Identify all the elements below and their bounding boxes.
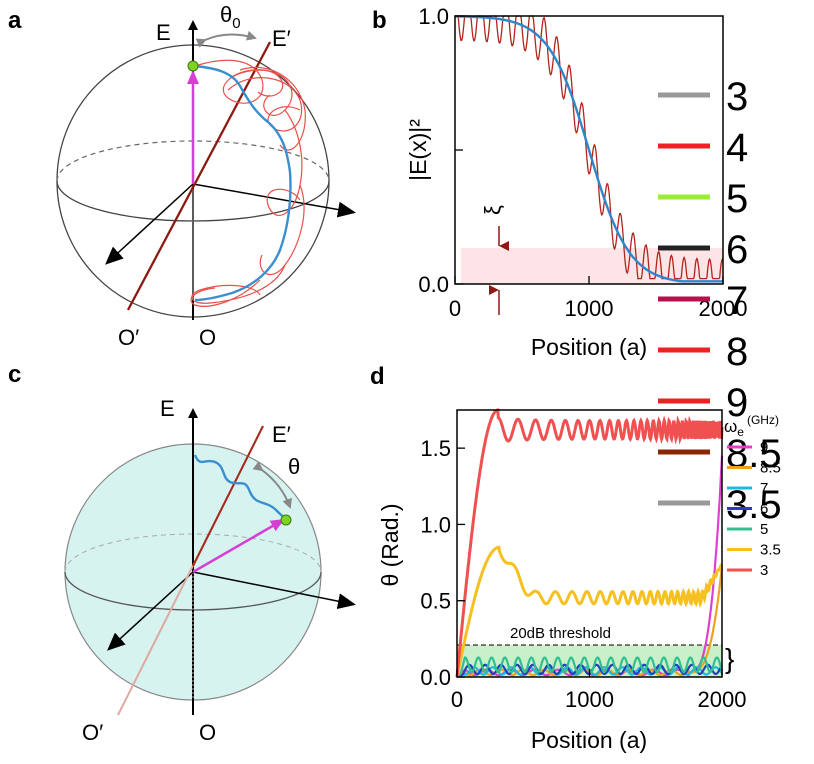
b-legend-label: 8: [726, 330, 748, 374]
b-ytick-label: 0.0: [418, 272, 449, 297]
d-legend-label: 3.5: [760, 542, 781, 559]
O-prime-label-c: O′: [82, 720, 103, 745]
panel-b-label: b: [372, 7, 387, 34]
panel-b-legend: 3 4 5 6 7 8 9 8.5 3.5: [658, 75, 782, 527]
panel-d-ticks: 0 1000 2000 0.0 0.5 1.0 1.5: [420, 436, 746, 712]
d-brace: }: [725, 643, 734, 674]
d-ytick-label: 1.5: [420, 436, 451, 461]
magnetization-vector-c: [192, 518, 285, 574]
b-legend-label: 3.5: [726, 483, 782, 527]
O-label-a: O: [199, 325, 216, 350]
b-ytick-label: 1.0: [418, 4, 449, 29]
b-ylabel: |E(x)|²: [405, 119, 431, 181]
b-series-blue: [454, 15, 723, 283]
panel-d-label: d: [370, 363, 385, 390]
axis-y-c: [107, 571, 194, 651]
b-xlabel: Position (a): [531, 334, 647, 360]
threshold-label-d: 20dB threshold: [510, 625, 611, 642]
b-xtick-label: 0: [449, 296, 461, 321]
b-legend-label: 9: [726, 381, 748, 425]
theta0-arc: [195, 30, 257, 48]
d-legend-label: 8.5: [760, 460, 781, 477]
sphere-c-equator-back: [64, 533, 322, 573]
axis-y-a: [105, 183, 194, 265]
blue-trajectory-a: [194, 64, 292, 302]
d-xtick-label: 1000: [565, 687, 614, 712]
theta0-label: θ0: [220, 2, 241, 32]
d-ytick-label: 0.5: [420, 589, 451, 614]
b-xtick-label: 1000: [565, 296, 614, 321]
b-legend-label: 7: [726, 279, 748, 323]
d-series-3-5: [455, 545, 724, 678]
d-series-3: [455, 408, 724, 678]
theta-label-c: θ: [288, 454, 300, 479]
panel-a-label: a: [8, 7, 22, 34]
panel-d: d 20dB threshold 0 1000 2000 0.0 0.5 1.0 1.5 θ…: [370, 363, 781, 753]
d-legend-label: 3: [760, 562, 768, 579]
d-legend-label: 5: [760, 521, 768, 538]
d-legend-label: 6: [760, 501, 768, 518]
theta-arc: [252, 461, 292, 509]
O-label-c: O: [199, 720, 216, 745]
d-xtick-label: 2000: [698, 687, 747, 712]
d-xlabel: Position (a): [531, 727, 647, 753]
d-series-9: [456, 455, 724, 678]
xi-label: ξ: [480, 205, 505, 215]
b-legend-label: 4: [726, 126, 748, 170]
d-xtick-label: 0: [451, 687, 463, 712]
panel-b-curves: [454, 15, 724, 283]
panel-a: a E E′ θ0 O′ O: [8, 2, 356, 350]
panel-c: c E E′ θ O′ O: [8, 361, 356, 745]
O-prime-label-a: O′: [118, 325, 139, 350]
axis-x-a: [192, 183, 356, 218]
E-label-c: E: [160, 396, 175, 421]
d-legend-label: 9: [760, 439, 768, 456]
b-series-red: [455, 15, 724, 280]
b-legend-label: 3: [726, 75, 748, 119]
state-point-c: [280, 514, 292, 526]
b-legend-label: 5: [726, 177, 748, 221]
d-legend-title: ωe(GHz): [724, 413, 779, 439]
d-ylabel: θ (Rad.): [377, 503, 403, 586]
state-point-a: [187, 60, 199, 72]
panel-c-label: c: [8, 361, 21, 388]
blue-trajectory-c: [193, 454, 288, 521]
axis-E-prime-a: [126, 41, 272, 311]
axis-x-c: [192, 571, 356, 610]
b-legend-label: 6: [726, 228, 748, 272]
E-prime-label-c: E′: [272, 422, 291, 447]
threshold-band-b: [461, 248, 723, 284]
d-ytick-label: 1.0: [420, 512, 451, 537]
precession-trajectory-a: [190, 59, 306, 307]
axis-E-prime-c-upper: [192, 425, 264, 567]
d-legend-label: 7: [760, 480, 768, 497]
d-ytick-label: 0.0: [420, 665, 451, 690]
E-label-a: E: [156, 20, 171, 45]
E-prime-label-a: E′: [272, 26, 291, 51]
